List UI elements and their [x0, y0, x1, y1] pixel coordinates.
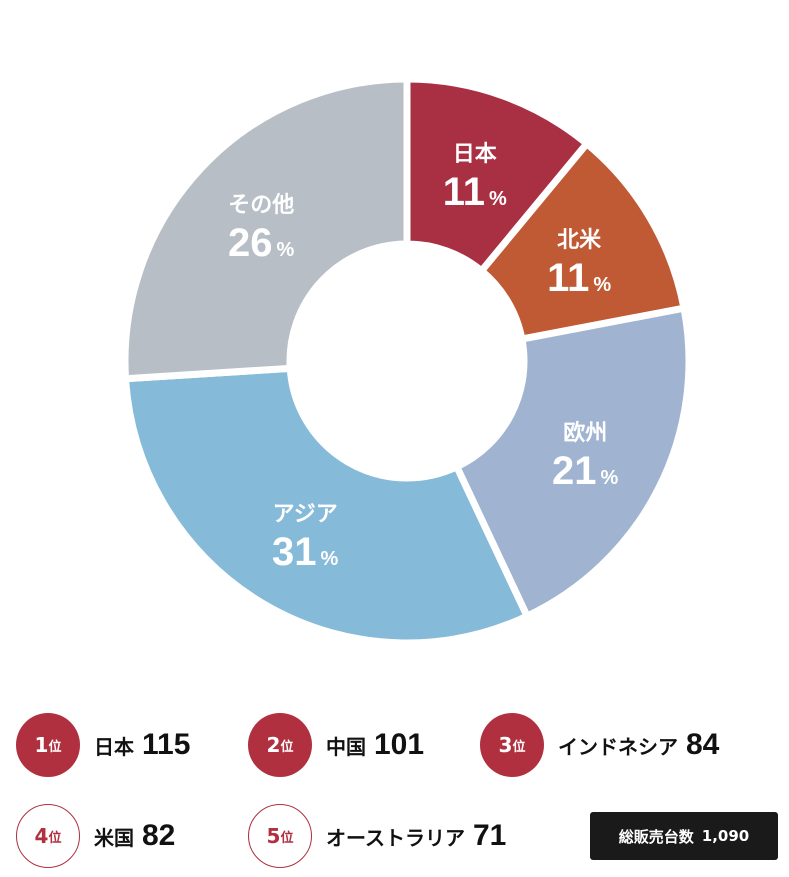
value: 82	[142, 819, 176, 852]
country: 中国	[326, 734, 366, 759]
slice-label: 北米	[557, 228, 602, 253]
country: オーストラリア	[326, 825, 465, 850]
rank-item-2: 2 位中国 101	[248, 713, 424, 777]
value: 71	[473, 819, 507, 852]
slice-label: アジア	[273, 502, 338, 527]
slice-value: 11%	[443, 170, 507, 214]
rank-item-4: 4 位米国 82	[16, 804, 175, 868]
slice-value: 26%	[228, 221, 295, 265]
rank-item-1: 1 位日本 115	[16, 713, 190, 777]
slice-0	[403, 75, 592, 276]
slice-label: 欧州	[563, 420, 607, 446]
country: インドネシア	[558, 734, 678, 759]
slice-3	[121, 364, 532, 647]
slice-4	[121, 75, 411, 383]
value: 84	[686, 728, 720, 761]
slice-label: その他	[228, 193, 294, 218]
value: 115	[142, 728, 191, 761]
total-sales-badge: 総販売台数 1,090	[590, 812, 778, 860]
country: 米国	[94, 825, 134, 850]
value: 101	[374, 728, 425, 761]
slice-value: 11%	[547, 256, 611, 300]
country: 日本	[94, 734, 134, 759]
slice-value: 21%	[552, 449, 619, 493]
rank-item-5: 5 位オーストラリア 71	[248, 804, 506, 868]
rank-item-3: 3 位インドネシア 84	[480, 713, 719, 777]
donut-chart: 日本 11 % 北米 11 % 欧州 21 % アジア 31 % その他 26%	[121, 75, 693, 647]
slice-2	[452, 304, 693, 621]
slice-label: 日本	[453, 142, 497, 167]
slice-value: 31%	[272, 530, 339, 574]
slice-1	[476, 138, 689, 344]
